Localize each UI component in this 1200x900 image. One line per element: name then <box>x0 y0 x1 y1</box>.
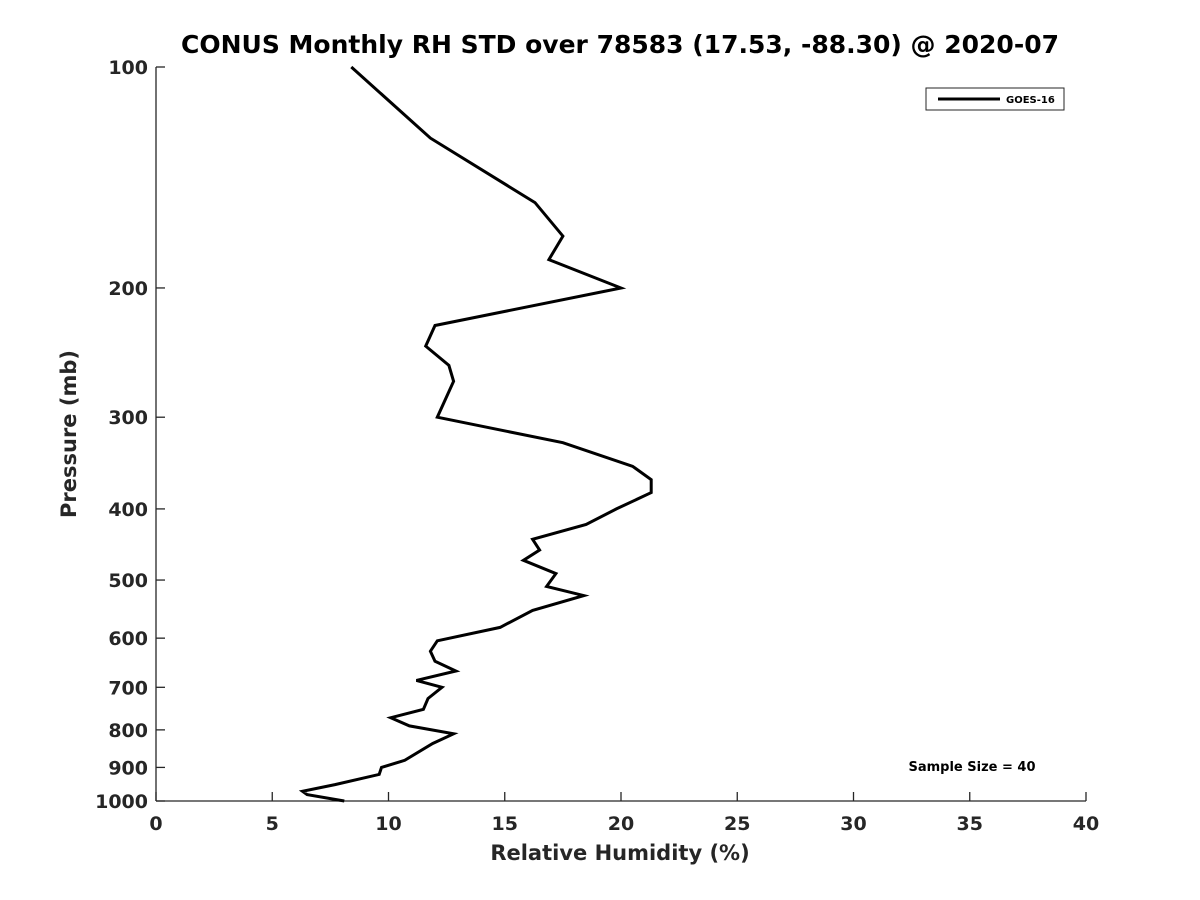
y-tick-label: 400 <box>108 499 148 521</box>
legend: GOES-16 <box>925 87 1065 111</box>
x-tick-label: 20 <box>608 813 634 835</box>
x-tick-label: 15 <box>492 813 518 835</box>
chart-title: CONUS Monthly RH STD over 78583 (17.53, … <box>181 30 1059 59</box>
x-tick-label: 35 <box>957 813 983 835</box>
x-tick-label: 40 <box>1073 813 1099 835</box>
y-tick-label: 1000 <box>95 791 148 813</box>
x-axis-label: Relative Humidity (%) <box>490 841 749 865</box>
y-tick-label: 700 <box>108 677 148 699</box>
y-tick-label: 800 <box>108 720 148 742</box>
x-ticks: 0 5 10 15 20 25 30 35 40 <box>149 792 1099 835</box>
y-tick-label: 600 <box>108 628 148 650</box>
y-tick-label: 900 <box>108 757 148 779</box>
y-tick-label: 300 <box>108 407 148 429</box>
y-axis-label: Pressure (mb) <box>57 350 81 518</box>
y-tick-label: 500 <box>108 570 148 592</box>
series-line-goes-16 <box>298 65 653 803</box>
y-tick-label: 200 <box>108 278 148 300</box>
x-tick-label: 5 <box>266 813 279 835</box>
x-tick-label: 10 <box>375 813 401 835</box>
y-ticks: 100 200 300 400 500 600 700 800 900 1000 <box>95 57 165 813</box>
x-tick-label: 25 <box>724 813 750 835</box>
sample-size-note: Sample Size = 40 <box>908 760 1035 775</box>
legend-label-goes-16: GOES-16 <box>1006 95 1055 106</box>
series-group <box>298 65 653 803</box>
y-tick-label: 100 <box>108 57 148 79</box>
x-tick-label: 0 <box>149 813 162 835</box>
x-tick-label: 30 <box>840 813 866 835</box>
